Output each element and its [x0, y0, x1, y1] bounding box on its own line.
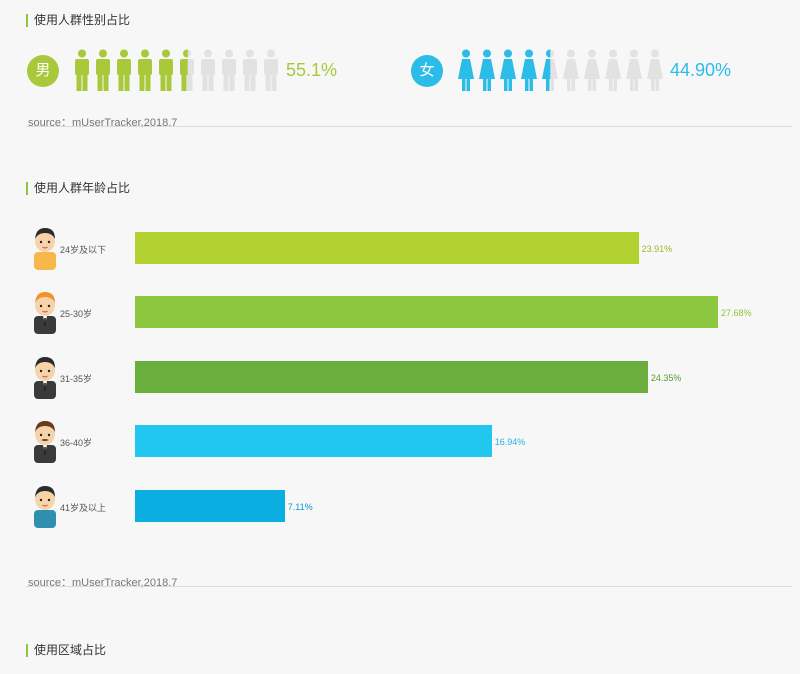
- female-figure-icon: [584, 49, 600, 91]
- man-suit-avatar-icon: [34, 357, 56, 399]
- male-figure-icon: [180, 49, 188, 91]
- male-figure-icon: [96, 49, 110, 91]
- age-category-label: 36-40岁: [60, 438, 93, 448]
- male-figure-icon: [243, 49, 257, 91]
- male-figure-icon: [222, 49, 236, 91]
- male-figure-icon: [264, 49, 278, 91]
- female-figure-icon: [479, 49, 495, 91]
- female-figure-icon: [521, 49, 537, 91]
- age-bar-value-label: 16.94%: [494, 437, 526, 447]
- male-filled-portion: [75, 49, 188, 91]
- age-category-label: 25-30岁: [60, 309, 93, 319]
- male-percentage: 55.1%: [286, 60, 338, 80]
- older-man-avatar-icon: [34, 486, 56, 528]
- female-percentage: 44.90%: [670, 60, 732, 80]
- age-bar-value-label: 27.68%: [721, 308, 752, 318]
- gender-section-title: 使用人群性别占比: [26, 14, 130, 27]
- female-figure-icon: [626, 49, 642, 91]
- mustache-man-avatar-icon: [34, 421, 56, 463]
- male-figure-icon: [75, 49, 89, 91]
- female-figure-icon: [563, 49, 579, 91]
- age-bar: [135, 425, 492, 457]
- female-figure-icon: [647, 49, 663, 91]
- female-badge: 女: [411, 55, 443, 87]
- age-bar: [135, 490, 285, 522]
- age-bar: [135, 361, 648, 393]
- age-bar: [135, 296, 718, 328]
- male-figure-icon: [117, 49, 131, 91]
- age-source: source：mUserTracker,2018.7: [28, 577, 178, 589]
- female-figure-icon: [605, 49, 621, 91]
- male-pictograph-svg: [75, 49, 278, 91]
- age-category-label: 24岁及以下: [60, 245, 107, 255]
- age-bar-value-label: 7.11%: [287, 502, 313, 512]
- female-figure-icon: [458, 49, 474, 91]
- male-figure-icon: [201, 49, 215, 91]
- age-category-label: 31-35岁: [60, 374, 93, 384]
- divider: [26, 126, 792, 127]
- age-category-label: 41岁及以上: [60, 503, 107, 513]
- female-filled-portion: [458, 49, 551, 91]
- age-section-title: 使用人群年龄占比: [26, 182, 130, 195]
- age-bar: [135, 232, 639, 264]
- young-man-avatar-icon: [34, 292, 56, 334]
- male-badge: 男: [27, 55, 59, 87]
- female-pictograph-svg: [458, 49, 663, 91]
- age-bar-value-label: 24.35%: [650, 373, 682, 383]
- age-bar-value-label: 23.91%: [641, 244, 673, 254]
- male-figure-icon: [159, 49, 173, 91]
- male-pictograph: [72, 49, 282, 98]
- boy-avatar-icon: [34, 228, 56, 270]
- female-figure-icon: [500, 49, 516, 91]
- male-figure-icon: [138, 49, 152, 91]
- female-figure-icon: [542, 49, 551, 91]
- divider: [26, 586, 792, 587]
- gender-source: source：mUserTracker,2018.7: [28, 117, 178, 129]
- female-pictograph: [456, 49, 666, 98]
- region-section-title: 使用区域占比: [26, 644, 106, 657]
